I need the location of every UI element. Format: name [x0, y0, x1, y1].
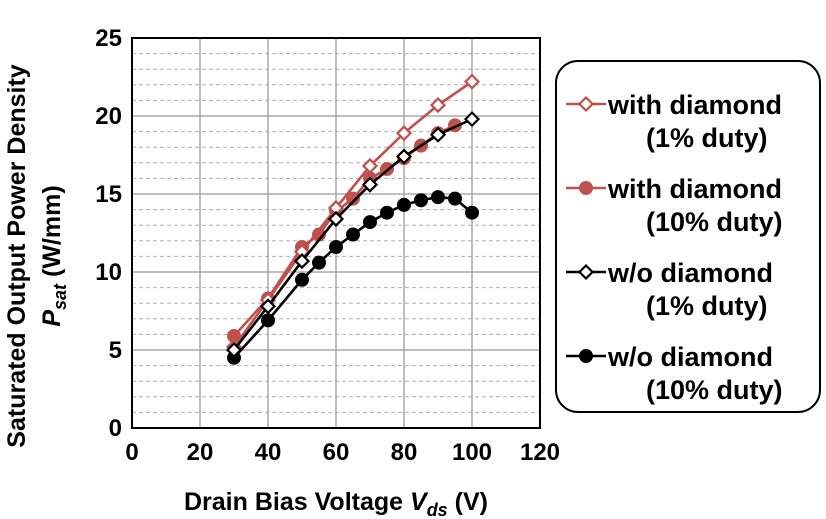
data-point: [463, 73, 481, 90]
legend-label-duty: (10% duty): [646, 375, 783, 405]
data-point: [346, 191, 360, 206]
y-axis-title-sub: sat: [50, 283, 70, 310]
y-tick-label: 10: [95, 259, 122, 286]
data-point: [448, 191, 462, 206]
data-point: [579, 181, 593, 195]
x-axis-title-prefix: Drain Bias Voltage: [184, 488, 410, 516]
legend: with diamond(1% duty)with diamond(10% du…: [555, 60, 821, 413]
legend-label: w/o diamond: [607, 342, 773, 372]
data-point: [361, 157, 379, 174]
data-point: [414, 193, 428, 208]
grid: [132, 38, 540, 428]
x-axis-title-sub: ds: [427, 500, 448, 519]
data-point: [463, 111, 481, 128]
legend-box: [555, 60, 821, 413]
legend-label: w/o diamond: [607, 258, 773, 288]
y-tick-label: 20: [95, 103, 122, 130]
data-point: [261, 313, 275, 328]
series-line: [232, 80, 473, 348]
y-tick-label: 25: [95, 25, 122, 52]
data-point: [395, 148, 413, 165]
data-point: [579, 349, 593, 363]
x-tick-label: 0: [125, 439, 138, 466]
y-axis-title-unit: (W/mm): [38, 185, 66, 284]
data-point: [577, 95, 595, 113]
legend-entry-1: with diamond(10% duty): [566, 174, 783, 237]
series: [225, 73, 481, 365]
legend-label-duty: (1% duty): [646, 123, 768, 153]
data-point: [312, 255, 326, 270]
data-point: [259, 298, 277, 315]
y-tick-label: 15: [95, 181, 122, 208]
legend-label: with diamond: [607, 174, 782, 204]
data-point: [431, 190, 445, 205]
series-line: [233, 195, 473, 359]
series-0: [225, 73, 481, 355]
data-point: [329, 240, 343, 255]
x-tick-label: 60: [323, 439, 350, 466]
legend-entry-2: w/o diamond(1% duty): [566, 258, 773, 321]
legend-entry-0: with diamond(1% duty): [566, 90, 782, 153]
x-tick-label: 120: [520, 439, 560, 466]
series-3: [227, 190, 479, 365]
legend-label: with diamond: [607, 90, 782, 120]
tick-labels: 0 20 40 60 80 100 120 0 5 10 15 20 25: [95, 25, 560, 466]
data-point: [295, 272, 309, 287]
x-axis-title-var: V: [410, 488, 429, 516]
x-axis-title: Drain Bias Voltage Vds (V): [184, 488, 488, 519]
x-tick-label: 80: [391, 439, 418, 466]
data-point: [346, 227, 360, 242]
series-line: [232, 117, 473, 351]
data-point: [429, 97, 447, 114]
data-point: [380, 205, 394, 220]
series-2: [225, 111, 481, 359]
legend-label-duty: (1% duty): [646, 291, 768, 321]
data-point: [577, 263, 595, 281]
data-point: [429, 126, 447, 143]
x-tick-label: 20: [187, 439, 214, 466]
y-axis-title-line1: Saturated Output Power Density: [3, 64, 31, 447]
data-point: [225, 341, 243, 359]
y-axis-title: Saturated Output Power Density Psat (W/m…: [3, 64, 70, 447]
axes: [131, 37, 541, 429]
data-point: [397, 197, 411, 212]
data-point: [361, 176, 379, 193]
y-tick-label: 5: [109, 337, 122, 364]
data-point: [327, 210, 345, 228]
data-point: [465, 205, 479, 220]
legend-entry-3: w/o diamond(10% duty): [566, 342, 783, 405]
data-point: [395, 125, 413, 142]
y-axis-title-line2: Psat (W/mm): [38, 185, 70, 326]
x-tick-label: 40: [255, 439, 282, 466]
y-tick-label: 0: [109, 415, 122, 442]
data-point: [293, 253, 311, 270]
plot-area-border: [131, 37, 541, 429]
data-point: [363, 215, 377, 230]
x-tick-label: 100: [452, 439, 492, 466]
x-axis-title-unit: (V): [448, 488, 488, 516]
legend-label-duty: (10% duty): [646, 207, 783, 237]
y-axis-title-var: P: [38, 310, 66, 327]
